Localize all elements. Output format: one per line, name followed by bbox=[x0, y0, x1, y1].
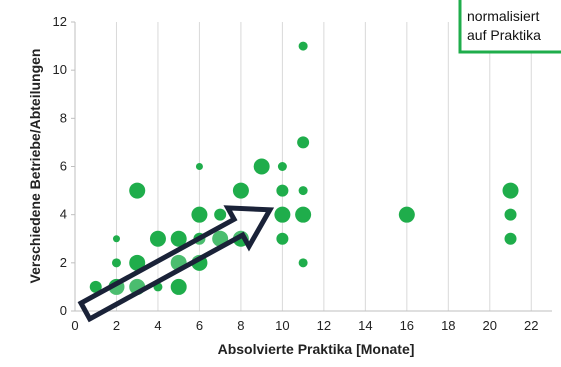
y-tick-label: 10 bbox=[53, 62, 67, 77]
data-point bbox=[504, 208, 517, 221]
x-tick-label: 6 bbox=[196, 318, 203, 333]
x-axis-title: Absolvierte Praktika [Monate] bbox=[218, 341, 415, 357]
data-point bbox=[170, 230, 187, 247]
data-point bbox=[129, 182, 146, 199]
y-tick-label: 12 bbox=[53, 14, 67, 29]
y-tick-label: 0 bbox=[60, 303, 67, 318]
annotation-line-2: auf Praktika bbox=[467, 27, 541, 43]
data-point bbox=[274, 206, 291, 223]
data-point bbox=[195, 163, 203, 170]
data-point bbox=[170, 278, 187, 295]
data-point bbox=[504, 232, 517, 245]
data-point bbox=[111, 258, 121, 268]
x-tick-label: 16 bbox=[400, 318, 414, 333]
data-point bbox=[298, 186, 308, 196]
data-point bbox=[276, 232, 289, 245]
axes: 0 2 4 6 8 10 12 0 2 4 6 8 10 12 14 16 18 20 22 bbox=[53, 14, 552, 333]
data-point bbox=[149, 230, 166, 247]
data-point bbox=[89, 280, 102, 293]
y-tick-label: 8 bbox=[60, 110, 67, 125]
y-tick-label: 4 bbox=[60, 207, 67, 222]
x-tick-label: 18 bbox=[441, 318, 455, 333]
data-point bbox=[297, 136, 310, 149]
annotation-frame bbox=[458, 0, 561, 54]
trend-arrow bbox=[77, 205, 275, 323]
x-tick-label: 10 bbox=[275, 318, 289, 333]
x-tick-label: 8 bbox=[237, 318, 244, 333]
y-tick-label: 6 bbox=[60, 159, 67, 174]
data-point bbox=[112, 235, 120, 243]
arrow-shape bbox=[77, 205, 275, 323]
y-tick-label: 2 bbox=[60, 255, 67, 270]
data-point bbox=[276, 184, 289, 197]
x-tick-label: 2 bbox=[113, 318, 120, 333]
data-point bbox=[191, 206, 208, 223]
data-point bbox=[398, 206, 415, 223]
x-tick-label: 4 bbox=[154, 318, 161, 333]
x-tick-label: 0 bbox=[71, 318, 78, 333]
x-tick-label: 20 bbox=[483, 318, 497, 333]
data-point bbox=[129, 254, 146, 271]
y-axis-title: Verschiedene Betriebe/Abteilungen bbox=[27, 49, 43, 284]
data-point bbox=[502, 182, 519, 199]
data-point bbox=[298, 41, 308, 51]
x-tick-label: 12 bbox=[317, 318, 331, 333]
x-tick-label: 22 bbox=[524, 318, 538, 333]
annotation-line-1: normalisiert bbox=[467, 8, 539, 24]
data-point bbox=[253, 158, 270, 175]
data-point bbox=[277, 162, 287, 171]
data-point bbox=[214, 208, 227, 221]
data-point bbox=[295, 206, 312, 223]
x-tick-label: 14 bbox=[358, 318, 372, 333]
annotation-box: normalisiert auf Praktika bbox=[458, 0, 561, 54]
data-points bbox=[89, 41, 519, 295]
data-point bbox=[298, 258, 308, 268]
data-point bbox=[232, 182, 249, 199]
